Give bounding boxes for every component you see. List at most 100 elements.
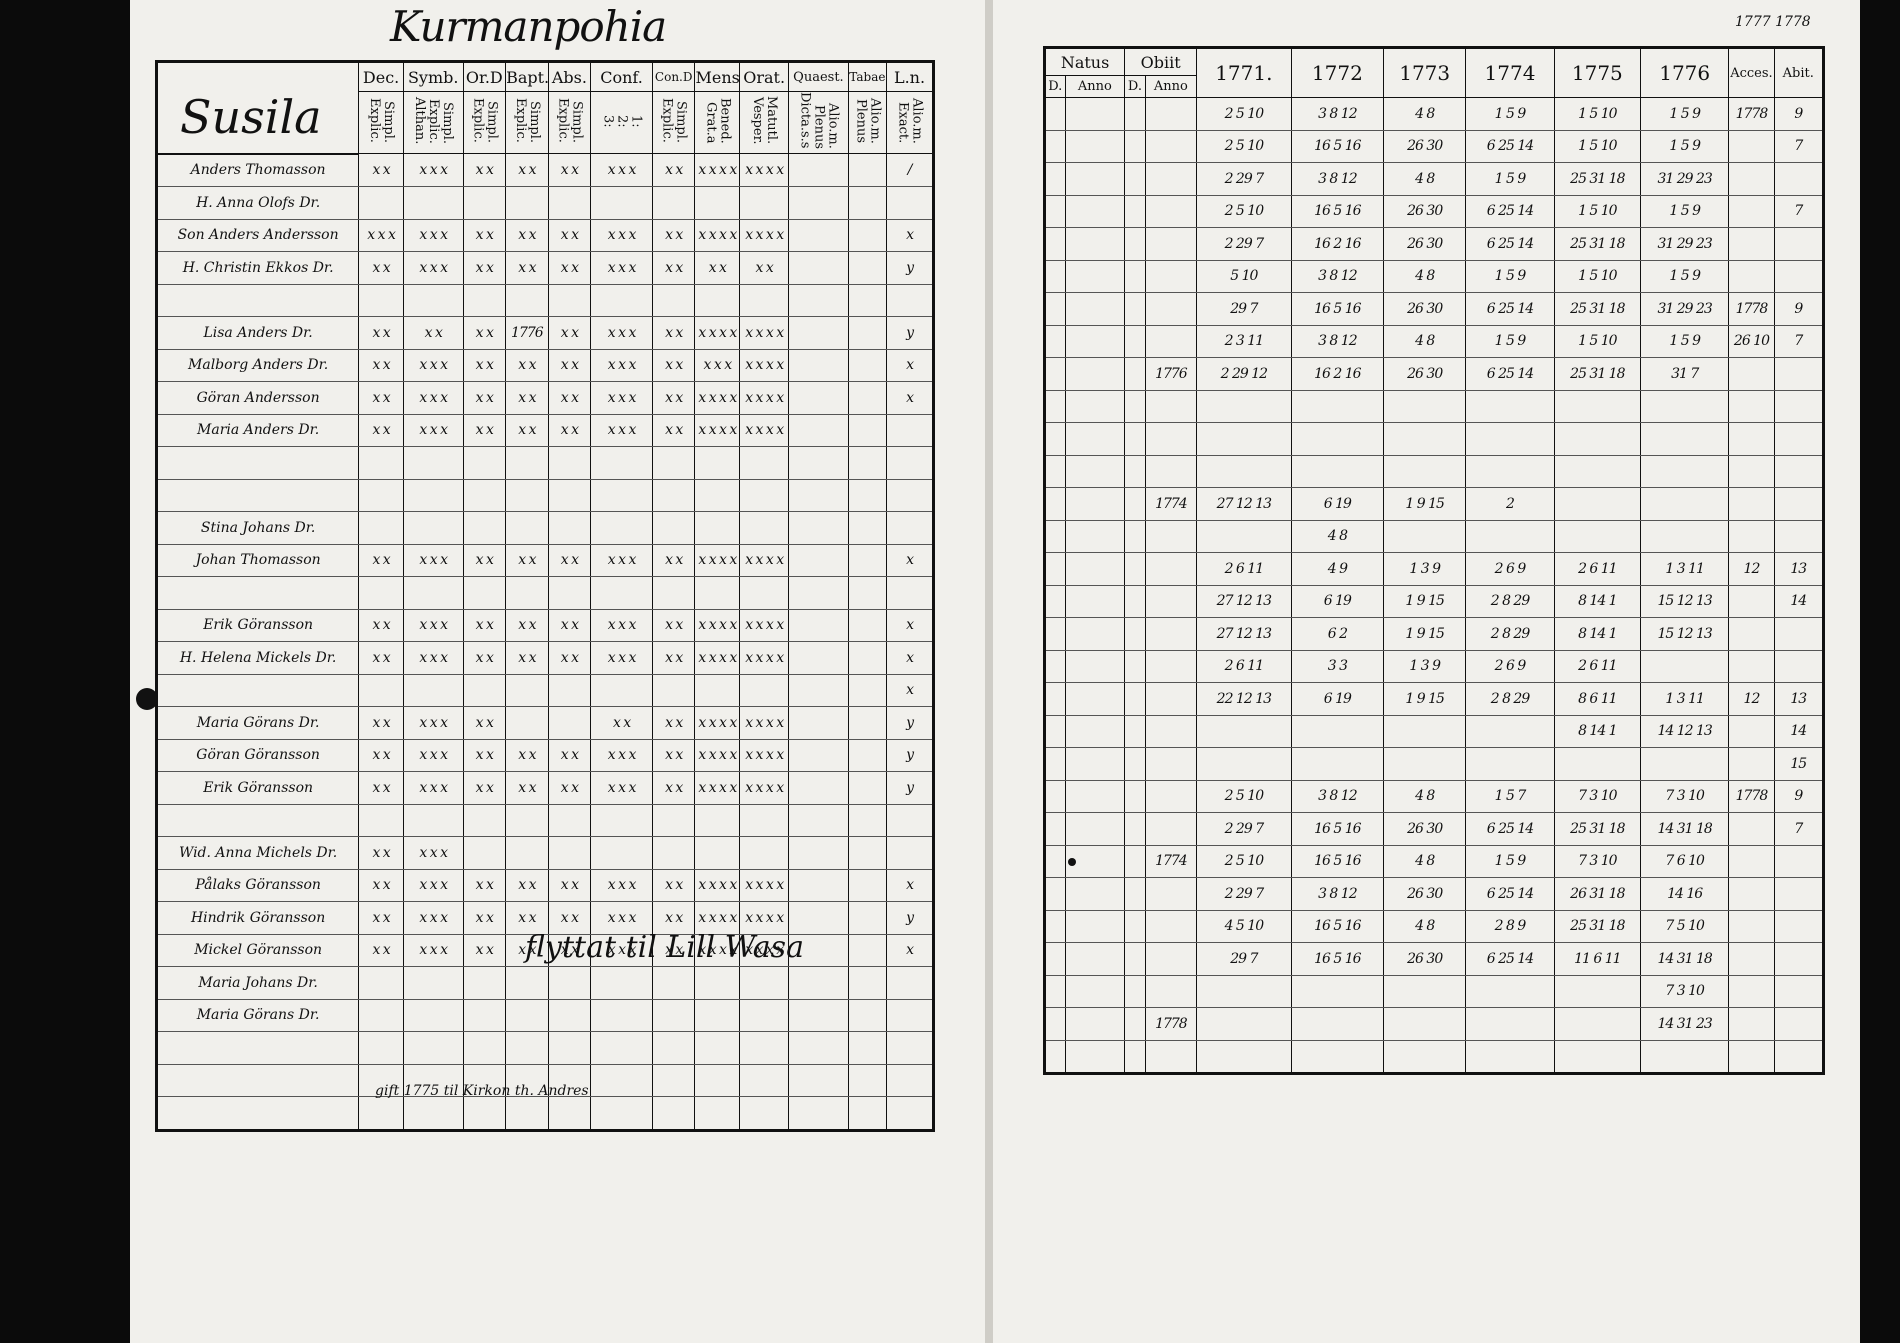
orat-cell xyxy=(739,576,790,610)
ab-cell: 9 xyxy=(1773,780,1825,813)
acc-cell xyxy=(1728,487,1775,521)
natus_anno-cell xyxy=(1064,715,1126,748)
y1775-cell: 1 5 10 xyxy=(1553,195,1641,228)
y1773-cell: 26 30 xyxy=(1383,812,1467,846)
y1774-cell xyxy=(1465,390,1555,423)
ab-cell: 7 xyxy=(1773,130,1825,163)
ab-cell xyxy=(1773,877,1825,911)
symb-cell: x x xyxy=(402,316,464,350)
natus_anno-cell xyxy=(1064,487,1126,521)
year-1772-header: 1772 xyxy=(1290,47,1385,98)
orat-cell: x x x x xyxy=(739,414,790,447)
ab-cell xyxy=(1773,422,1825,456)
ord-cell: x x xyxy=(462,153,507,187)
y1771-cell xyxy=(1196,975,1292,1008)
y1772-cell: 3 8 12 xyxy=(1290,162,1385,196)
quaest-cell xyxy=(788,284,849,317)
abs-cell xyxy=(547,1031,592,1065)
y1775-cell xyxy=(1553,422,1641,456)
y1771-cell: 2 29 7 xyxy=(1196,162,1292,196)
y1772-cell: 16 5 16 xyxy=(1290,910,1385,943)
y1773-cell: 4 8 xyxy=(1383,260,1467,293)
quaest-cell xyxy=(788,934,849,967)
acc-cell xyxy=(1728,195,1775,228)
tabae-cell xyxy=(847,1064,888,1097)
y1776-cell xyxy=(1639,520,1730,553)
y1775-cell: 2 6 11 xyxy=(1553,552,1641,586)
y1771-cell: 29 7 xyxy=(1196,292,1292,326)
obiit_anno-cell xyxy=(1144,585,1198,618)
conf-cell: x x x xyxy=(590,316,653,350)
y1775-cell: 25 31 18 xyxy=(1553,812,1641,846)
orat-cell xyxy=(739,999,790,1032)
y1774-cell: 6 25 14 xyxy=(1465,292,1555,326)
tabae-cell xyxy=(847,446,888,480)
abs-cell xyxy=(547,706,592,740)
ord-cell xyxy=(462,1096,507,1131)
y1775-cell xyxy=(1553,455,1641,488)
tabae-cell xyxy=(847,576,888,610)
natus_d-cell xyxy=(1044,942,1066,976)
natus_d-cell xyxy=(1044,877,1066,911)
abs-cell: x x xyxy=(547,316,592,350)
symb-cell: x x x xyxy=(402,706,464,740)
quaest-cell xyxy=(788,1096,849,1131)
name-header xyxy=(155,61,360,155)
ord-cell: x x xyxy=(462,641,507,675)
quaest-cell xyxy=(788,251,849,285)
natus-year-header: Anno xyxy=(1064,75,1126,98)
year-1775-header: 1775 xyxy=(1553,47,1641,98)
y1776-cell: 7 3 10 xyxy=(1639,975,1730,1008)
symb-cell: x x x xyxy=(402,381,464,415)
quaest-cell xyxy=(788,414,849,447)
table-row xyxy=(1044,422,1825,456)
quaest-cell xyxy=(788,153,849,187)
y1773-cell: 4 8 xyxy=(1383,325,1467,358)
orat-cell: x x x x xyxy=(739,739,790,772)
abs-cell xyxy=(547,284,592,317)
ink-blot xyxy=(136,688,158,710)
table-row: 22 12 13 6 19 1 9 15 2 8 29 8 6 11 1 3 11 12 13 xyxy=(1044,682,1825,716)
y1776-cell: 31 29 23 xyxy=(1639,292,1730,326)
y1774-cell xyxy=(1465,1007,1555,1041)
abs-cell xyxy=(547,804,592,837)
y1776-cell xyxy=(1639,1040,1730,1074)
y1776-cell: 1 5 9 xyxy=(1639,97,1730,131)
obiit_anno-cell: 1778 xyxy=(1144,1007,1198,1041)
y1776-cell xyxy=(1639,747,1730,781)
conf-cell xyxy=(590,186,653,220)
orat-cell xyxy=(739,1031,790,1065)
ln-cell xyxy=(886,999,934,1032)
y1775-cell: 8 14 1 xyxy=(1553,715,1641,748)
symb-cell: x x x xyxy=(402,544,464,577)
mens-cell xyxy=(694,999,741,1032)
y1774-cell: 1 5 7 xyxy=(1465,780,1555,813)
y1773-cell: 26 30 xyxy=(1383,942,1467,976)
person-name-cell: Hindrik Göransson xyxy=(155,901,360,935)
dec-cell: x x xyxy=(358,349,404,382)
bapt-cell: x x xyxy=(505,771,549,805)
obiit-header: Obiit xyxy=(1124,47,1198,76)
y1776-cell: 15 12 13 xyxy=(1639,617,1730,651)
y1775-cell: 25 31 18 xyxy=(1553,227,1641,261)
natus_d-cell xyxy=(1044,162,1066,196)
y1772-cell: 6 2 xyxy=(1290,617,1385,651)
y1773-cell: 26 30 xyxy=(1383,292,1467,326)
ln-cell: y xyxy=(886,739,934,772)
ab-cell xyxy=(1773,162,1825,196)
ln-cell xyxy=(886,1031,934,1065)
y1774-cell: 2 6 9 xyxy=(1465,552,1555,586)
y1774-cell xyxy=(1465,747,1555,781)
y1773-cell: 4 8 xyxy=(1383,780,1467,813)
natus_anno-cell xyxy=(1064,227,1126,261)
conf-cell: x x x xyxy=(590,153,653,187)
person-name-cell: H. Anna Olofs Dr. xyxy=(155,186,360,220)
acc-cell xyxy=(1728,455,1775,488)
y1774-cell xyxy=(1465,455,1555,488)
y1774-cell: 1 5 9 xyxy=(1465,260,1555,293)
table-row: 15 xyxy=(1044,747,1825,781)
